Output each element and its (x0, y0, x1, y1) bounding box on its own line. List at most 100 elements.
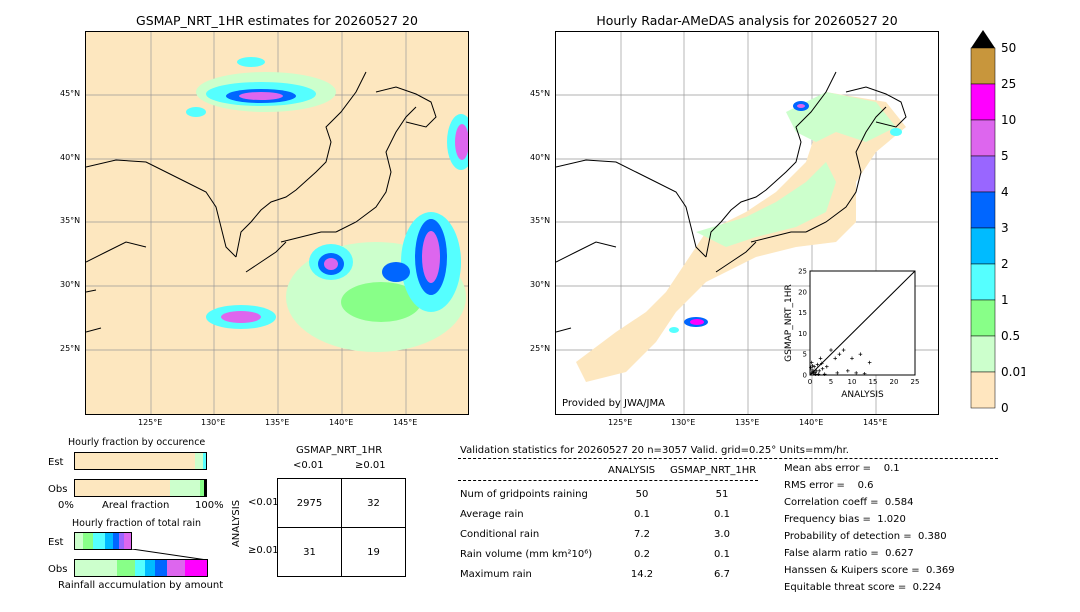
colorbar-segment (970, 191, 996, 229)
right-lat-label-30: 30°N (530, 280, 551, 289)
scatter-xtick: 20 (890, 378, 899, 386)
cell-01: 32 (341, 478, 406, 528)
scatter-xtick: 5 (829, 378, 833, 386)
colorbar-label: 4 (1001, 185, 1009, 199)
scatter-point (818, 356, 823, 361)
colorbar-segment (970, 263, 996, 301)
scatter-point (810, 364, 815, 368)
validation-header: Validation statistics for 20260527 20 n=… (460, 445, 849, 456)
scatter-point (862, 371, 867, 376)
left-map-canvas (86, 32, 468, 414)
left-map (85, 31, 469, 415)
stat-g-3: 0.1 (714, 549, 730, 560)
colorbar-label: 0 (1001, 401, 1009, 415)
colorbar-segment (970, 299, 996, 337)
occ-obs-label: Obs (48, 484, 68, 495)
colorbar-segment (970, 155, 996, 193)
scatter-xtick: 0 (808, 378, 812, 386)
left-lat-label-35: 35°N (60, 216, 81, 225)
right-lat-label-40: 40°N (530, 153, 551, 162)
scatter-ytick: 5 (803, 351, 807, 359)
stat-a-2: 7.2 (634, 529, 650, 540)
scatter-inset: 00 5 5 10 10 15 15 20 20 25 25 ANALYSIS GSMAP_NRT_1H… (784, 268, 920, 401)
occ-obs-bar (74, 479, 207, 497)
colorbar-label: 1 (1001, 293, 1009, 307)
colorbar-segment (970, 335, 996, 373)
contingency-title: GSMAP_NRT_1HR (296, 445, 383, 456)
scatter-point (850, 356, 854, 361)
occ-est-label: Est (48, 457, 64, 468)
total-est-bar (74, 532, 132, 550)
scatter-point (846, 369, 850, 373)
occ-axis-left: 0% (58, 500, 74, 511)
scatter-point (835, 371, 840, 375)
contingency-row-lt: <0.01 (248, 497, 279, 508)
colorbar-segment (970, 371, 996, 409)
stat-a-3: 0.2 (634, 549, 650, 560)
coastline (556, 71, 907, 333)
cell-11: 19 (341, 527, 406, 577)
colorbar-label: 0.5 (1001, 329, 1020, 343)
occ-axis-mid: Areal fraction (102, 500, 170, 511)
validation-divider (458, 458, 998, 459)
data-credit: Provided by JWA/JMA (562, 398, 665, 409)
right-lat-label-25: 25°N (530, 344, 551, 353)
scatter-point (858, 352, 863, 356)
stat-label-2: Conditional rain (460, 529, 540, 540)
scatter-point (854, 371, 858, 375)
rain-field (186, 57, 468, 352)
right-map-title: Hourly Radar-AMeDAS analysis for 2026052… (596, 13, 898, 28)
scatter-point (815, 362, 820, 367)
score-3: Frequency bias = 1.020 (784, 514, 906, 525)
scatter-point (809, 371, 814, 375)
score-6: Hanssen & Kuipers score = 0.369 (784, 565, 955, 576)
diagonal-line (809, 270, 916, 376)
scatter-point (841, 348, 846, 352)
right-lon-label-135: 135°E (735, 418, 760, 427)
contingency-col-ge: ≥0.01 (355, 460, 386, 471)
colorbar-label: 25 (1001, 77, 1016, 91)
stat-a-1: 0.1 (634, 509, 650, 520)
fraction-occurrence-title: Hourly fraction by occurence (68, 437, 206, 448)
contingency-table: 2975 32 31 19 (277, 478, 406, 577)
contingency-row-ge: ≥0.01 (248, 545, 279, 556)
score-2: Correlation coeff = 0.584 (784, 497, 914, 508)
total-obs-label: Obs (48, 564, 68, 575)
scatter-point (819, 361, 824, 366)
scatter-point (817, 369, 822, 373)
stat-label-3: Rain volume (mm km²10⁶) (460, 549, 593, 560)
left-lat-label-25: 25°N (60, 344, 81, 353)
scatter-ytick: 0 (803, 372, 807, 380)
fraction-total-title: Hourly fraction of total rain (72, 518, 201, 529)
col-gsmap: GSMAP_NRT_1HR (670, 465, 757, 476)
left-lon-label-135: 135°E (265, 418, 290, 427)
colorbar: 50 25 10 5 4 3 2 1 0.5 0.01 0 (970, 30, 1025, 415)
scatter-xtick: 15 (869, 378, 878, 386)
cell-00: 2975 (277, 478, 342, 528)
scatter-ylabel: GSMAP_NRT_1HR (784, 284, 794, 362)
stat-label-1: Average rain (460, 509, 524, 520)
col-analysis: ANALYSIS (608, 465, 656, 476)
radar-coverage (576, 92, 906, 382)
scatter-point (809, 365, 813, 370)
scatter-ytick: 15 (798, 309, 807, 317)
coastline (86, 71, 437, 333)
score-4: Probability of detection = 0.380 (784, 531, 947, 542)
colorbar-label: 10 (1001, 113, 1016, 127)
right-lon-label-125: 125°E (608, 418, 633, 427)
right-lon-label-130: 130°E (671, 418, 696, 427)
scatter-xtick: 10 (848, 378, 857, 386)
left-lon-label-130: 130°E (201, 418, 226, 427)
left-lon-label-140: 140°E (329, 418, 354, 427)
left-map-title: GSMAP_NRT_1HR estimates for 20260527 20 (136, 13, 418, 28)
scatter-point (812, 364, 816, 369)
stat-label-4: Maximum rain (460, 569, 532, 580)
right-lon-label-145: 145°E (863, 418, 888, 427)
occ-est-bar (74, 452, 207, 470)
total-footer: Rainfall accumulation by amount (58, 580, 224, 591)
scatter-xtick: 25 (911, 378, 920, 386)
colorbar-segment (970, 83, 996, 121)
colorbar-label: 0.01 (1001, 365, 1025, 379)
left-lat-label-30: 30°N (60, 280, 81, 289)
colorbar-label: 3 (1001, 221, 1009, 235)
